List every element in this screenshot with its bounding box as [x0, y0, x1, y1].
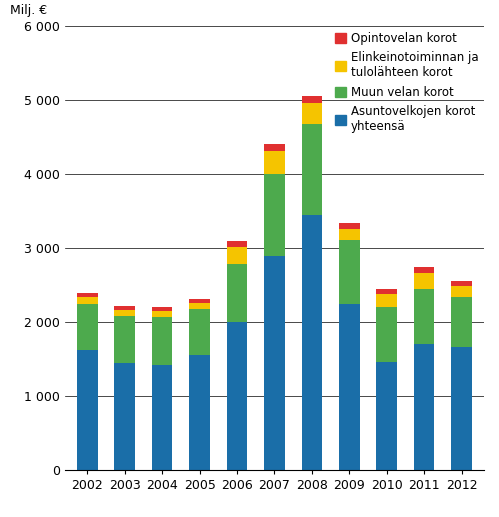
Bar [301, 215, 322, 470]
Bar [114, 363, 135, 470]
Bar [264, 174, 285, 256]
Bar [264, 144, 285, 151]
Bar [227, 322, 248, 470]
Bar [451, 281, 472, 285]
Bar [189, 309, 210, 355]
Bar [451, 347, 472, 470]
Bar [414, 289, 435, 344]
Bar [189, 355, 210, 470]
Bar [301, 125, 322, 215]
Bar [114, 315, 135, 363]
Bar [376, 308, 397, 361]
Bar [414, 267, 435, 273]
Bar [301, 96, 322, 103]
Bar [77, 297, 98, 304]
Legend: Opintovelan korot, Elinkeinotoiminnan ja
tulolähteen korot, Muun velan korot, As: Opintovelan korot, Elinkeinotoiminnan ja… [335, 32, 478, 133]
Bar [227, 265, 248, 322]
Bar [227, 241, 248, 247]
Bar [114, 306, 135, 310]
Bar [152, 365, 173, 470]
Bar [339, 240, 360, 305]
Bar [114, 310, 135, 315]
Bar [152, 317, 173, 365]
Bar [339, 223, 360, 229]
Bar [189, 299, 210, 303]
Bar [152, 311, 173, 317]
Bar [264, 151, 285, 174]
Bar [77, 349, 98, 470]
Bar [414, 344, 435, 470]
Bar [152, 307, 173, 311]
Text: Milj. €: Milj. € [10, 4, 47, 17]
Bar [77, 293, 98, 297]
Bar [77, 304, 98, 349]
Bar [376, 295, 397, 308]
Bar [339, 229, 360, 240]
Bar [264, 256, 285, 470]
Bar [451, 285, 472, 297]
Bar [376, 361, 397, 470]
Bar [339, 305, 360, 470]
Bar [227, 247, 248, 265]
Bar [189, 303, 210, 309]
Bar [376, 289, 397, 295]
Bar [451, 297, 472, 347]
Bar [301, 103, 322, 125]
Bar [414, 273, 435, 289]
